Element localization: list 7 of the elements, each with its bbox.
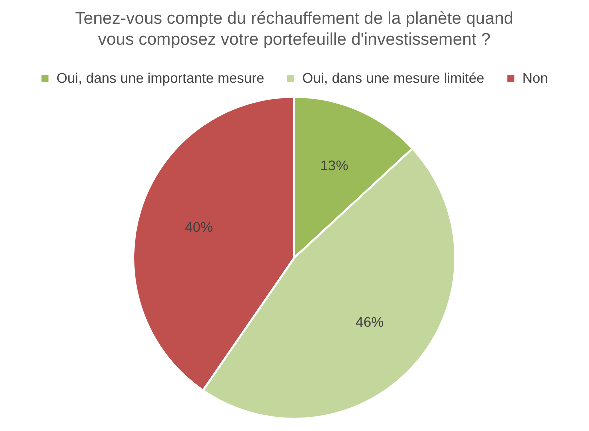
chart-title: Tenez-vous compte du réchauffement de la planète quand vous composez votre portefeuille d'investissement ? — [74, 8, 515, 50]
data-label: 46% — [356, 314, 384, 330]
legend-label: Non — [522, 70, 548, 86]
data-label: 40% — [185, 219, 214, 236]
legend-label: Oui, dans une mesure limitée — [302, 70, 485, 86]
legend-label: Oui, dans une importante mesure — [56, 70, 265, 86]
data-label: 13% — [320, 157, 349, 174]
